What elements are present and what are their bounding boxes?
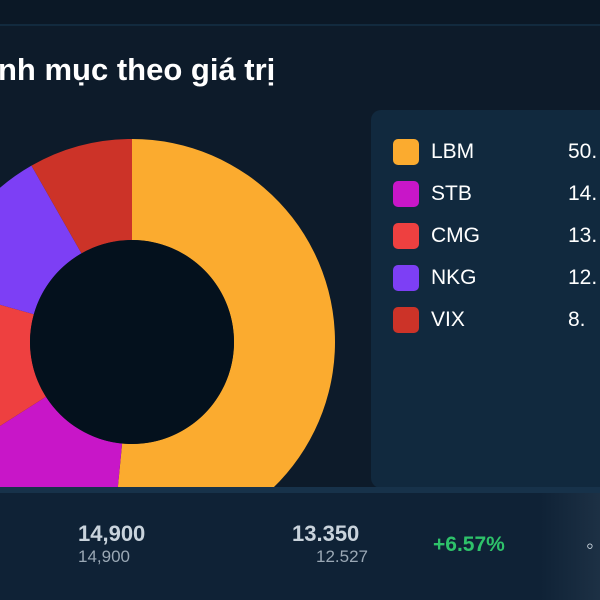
legend-swatch-cmg [393,223,419,249]
holding-row[interactable]: 14,900 14,900 13.350 12.527 +6.57% ◦ [0,493,600,600]
legend-value: 50. [568,140,598,163]
legend-item-lbm[interactable]: LBM 50. [393,137,600,167]
legend-swatch-lbm [393,139,419,165]
section-divider [0,487,600,493]
legend-label: CMG [431,224,480,247]
more-icon[interactable]: ◦ [586,533,594,558]
page-title: nh mục theo giá trị [0,52,276,87]
legend-label: VIX [431,308,465,331]
top-bar [0,0,600,26]
legend-value: 12. [568,266,598,289]
market-price-sub: 14,900 [78,547,130,566]
legend-swatch-vix [393,307,419,333]
average-price: 13.350 [292,521,360,546]
market-price: 14,900 [78,521,146,546]
legend-panel: LBM 50. STB 14. CMG 13. NKG 12. VIX 8. [371,110,600,488]
donut-slice-nkg[interactable] [0,165,82,315]
legend-label: NKG [431,266,477,289]
average-price-sub: 12.527 [316,547,368,566]
legend-value: 14. [568,182,598,205]
donut-slice-vix[interactable] [31,139,132,254]
donut-hole [30,240,234,444]
legend-value: 13. [568,224,598,247]
profit-change-percent: +6.57% [433,533,505,556]
donut-slice-lbm[interactable] [112,139,336,546]
legend-item-cmg[interactable]: CMG 13. [393,221,600,251]
legend-item-vix[interactable]: VIX 8. [393,305,600,335]
legend-label: LBM [431,140,475,163]
legend-item-nkg[interactable]: NKG 12. [393,263,600,293]
legend-value: 8. [568,308,586,331]
legend-item-stb[interactable]: STB 14. [393,179,600,209]
legend-label: STB [431,182,472,205]
legend-swatch-nkg [393,265,419,291]
scroll-fade [540,493,600,600]
legend-swatch-stb [393,181,419,207]
donut-slice-cmg[interactable] [0,287,46,451]
